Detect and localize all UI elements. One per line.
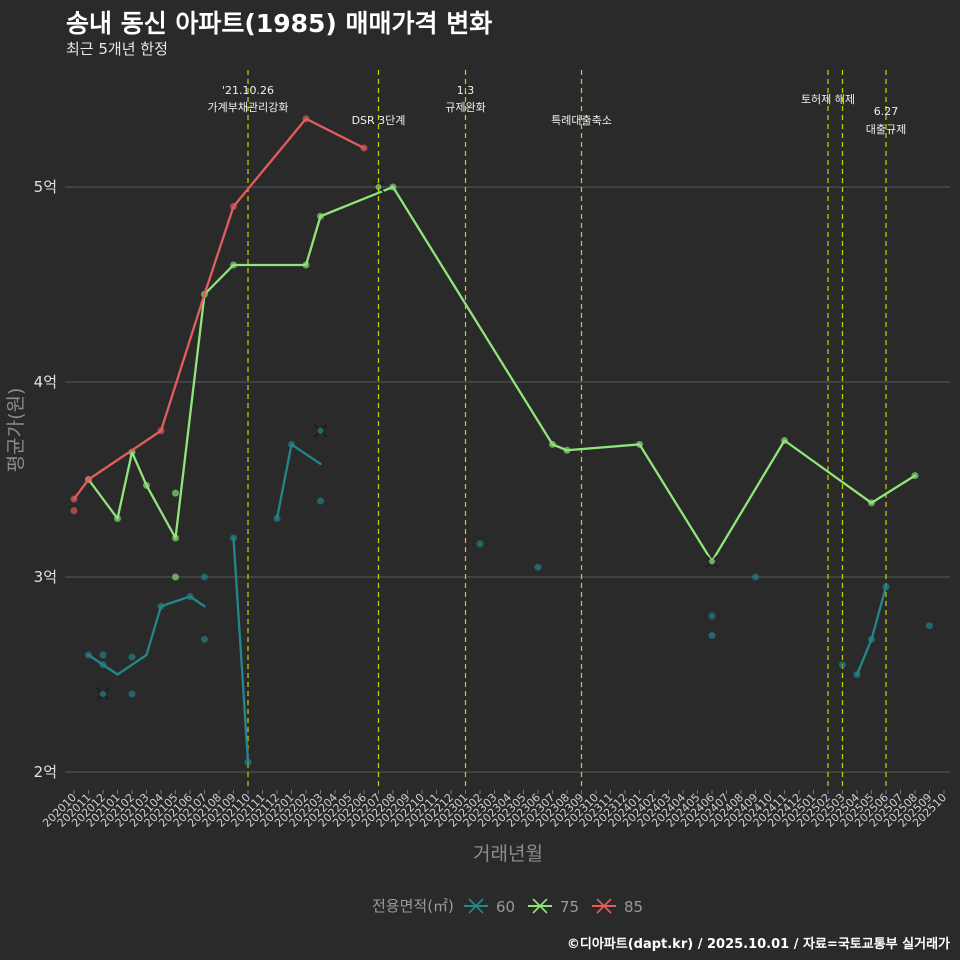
data-point-75 <box>549 440 556 448</box>
legend-label: 85 <box>624 898 643 916</box>
data-point-60 <box>288 440 295 448</box>
axis-layer: 2억3억4억5억20201020201120201220210120210220… <box>5 178 949 865</box>
series-line-85 <box>72 117 366 501</box>
data-point-60 <box>128 690 136 698</box>
data-point-60 <box>882 583 890 591</box>
cross-point <box>100 691 106 697</box>
event-label: 가계부채관리강화 <box>208 101 289 114</box>
legend-item-85: 85 <box>592 898 643 916</box>
event-label: DSR 3단계 <box>352 114 406 127</box>
data-point-60 <box>752 573 759 581</box>
y-tick-label: 3억 <box>34 568 57 586</box>
data-point-60 <box>868 635 875 643</box>
data-point-75 <box>389 183 397 191</box>
legend-title: 전용면적(㎡) <box>372 897 454 915</box>
event-label: '21.10.26 <box>222 84 274 97</box>
data-point-75 <box>172 534 179 542</box>
data-point-75 <box>172 489 179 497</box>
data-point-60 <box>708 612 716 620</box>
data-point-85 <box>70 495 78 503</box>
cross-marker-75 <box>705 554 719 568</box>
cross-marker-60 <box>314 424 327 438</box>
data-point-75 <box>781 437 788 444</box>
data-point-75 <box>636 440 643 448</box>
data-point-75 <box>143 481 150 489</box>
cross-point <box>375 184 382 190</box>
legend-cross <box>532 898 548 914</box>
data-point-85 <box>360 144 368 152</box>
data-point-60 <box>273 515 281 522</box>
y-axis-title: 평균가(원) <box>5 388 27 473</box>
x-axis-title: 거래년월 <box>473 843 543 865</box>
data-point-85 <box>70 507 78 515</box>
data-point-60 <box>201 635 208 643</box>
grid-layer <box>65 186 950 773</box>
event-label: 규제완화 <box>445 101 485 114</box>
series-layer <box>70 115 933 766</box>
data-point-75 <box>563 446 571 454</box>
data-point-60 <box>99 661 107 669</box>
data-point-60 <box>99 651 107 659</box>
data-point-75 <box>302 261 310 269</box>
data-point-75 <box>317 212 324 220</box>
series-line-60 <box>855 585 888 676</box>
data-point-85 <box>230 203 237 210</box>
y-tick-label: 5억 <box>34 178 57 196</box>
chart-subtitle: 최근 5개년 한정 <box>66 40 168 58</box>
data-point-85 <box>85 476 92 483</box>
data-point-60 <box>708 632 716 639</box>
data-point-75 <box>172 573 179 581</box>
series-85 <box>70 115 368 515</box>
event-label: 1.3 <box>457 84 475 97</box>
data-point-85 <box>302 115 310 123</box>
event-label: 특례대출축소 <box>551 114 612 127</box>
series-line-60 <box>232 536 250 764</box>
data-point-60 <box>534 563 542 571</box>
data-point-60 <box>186 593 194 600</box>
legend-cross <box>596 898 612 914</box>
data-point-60 <box>85 651 92 659</box>
data-point-60 <box>317 497 324 505</box>
data-point-60 <box>230 534 237 542</box>
cross-point <box>709 558 715 565</box>
data-point-60 <box>839 661 846 669</box>
data-point-60 <box>853 671 861 678</box>
data-point-75 <box>868 499 875 507</box>
legend-item-75: 75 <box>528 898 579 916</box>
data-point-60 <box>157 602 165 610</box>
data-point-75 <box>911 472 919 480</box>
legend-cross <box>468 898 484 914</box>
legend-item-60: 60 <box>464 898 515 916</box>
series-60 <box>85 424 933 766</box>
data-point-85 <box>157 427 165 435</box>
cross-marker-75 <box>372 180 385 194</box>
data-point-75 <box>114 515 121 522</box>
y-tick-label: 4억 <box>34 373 57 391</box>
legend-label: 75 <box>560 898 579 916</box>
series-line-60 <box>275 443 322 520</box>
legend-label: 60 <box>496 898 515 916</box>
series-75 <box>85 180 919 581</box>
data-point-75 <box>230 261 237 269</box>
source-caption: ©디아파트(dapt.kr) / 2025.10.01 / 자료=국토교통부 실… <box>566 937 950 952</box>
event-label: 6.27 <box>874 105 899 118</box>
data-point-60 <box>926 622 933 630</box>
data-point-60 <box>476 540 484 548</box>
cross-point <box>317 427 324 434</box>
legend-layer: 전용면적(㎡) 60 75 85 <box>372 897 643 916</box>
y-tick-label: 2억 <box>34 763 57 781</box>
series-line-75 <box>87 185 917 563</box>
chart-title: 송내 동신 아파트(1985) 매매가격 변화 <box>66 9 493 38</box>
data-point-60 <box>201 573 208 581</box>
data-point-60 <box>244 758 252 766</box>
data-point-60 <box>128 653 136 661</box>
cross-marker-60 <box>96 687 110 701</box>
event-label: 대출규제 <box>866 123 906 136</box>
event-label: 토허제 해제 <box>801 92 855 106</box>
